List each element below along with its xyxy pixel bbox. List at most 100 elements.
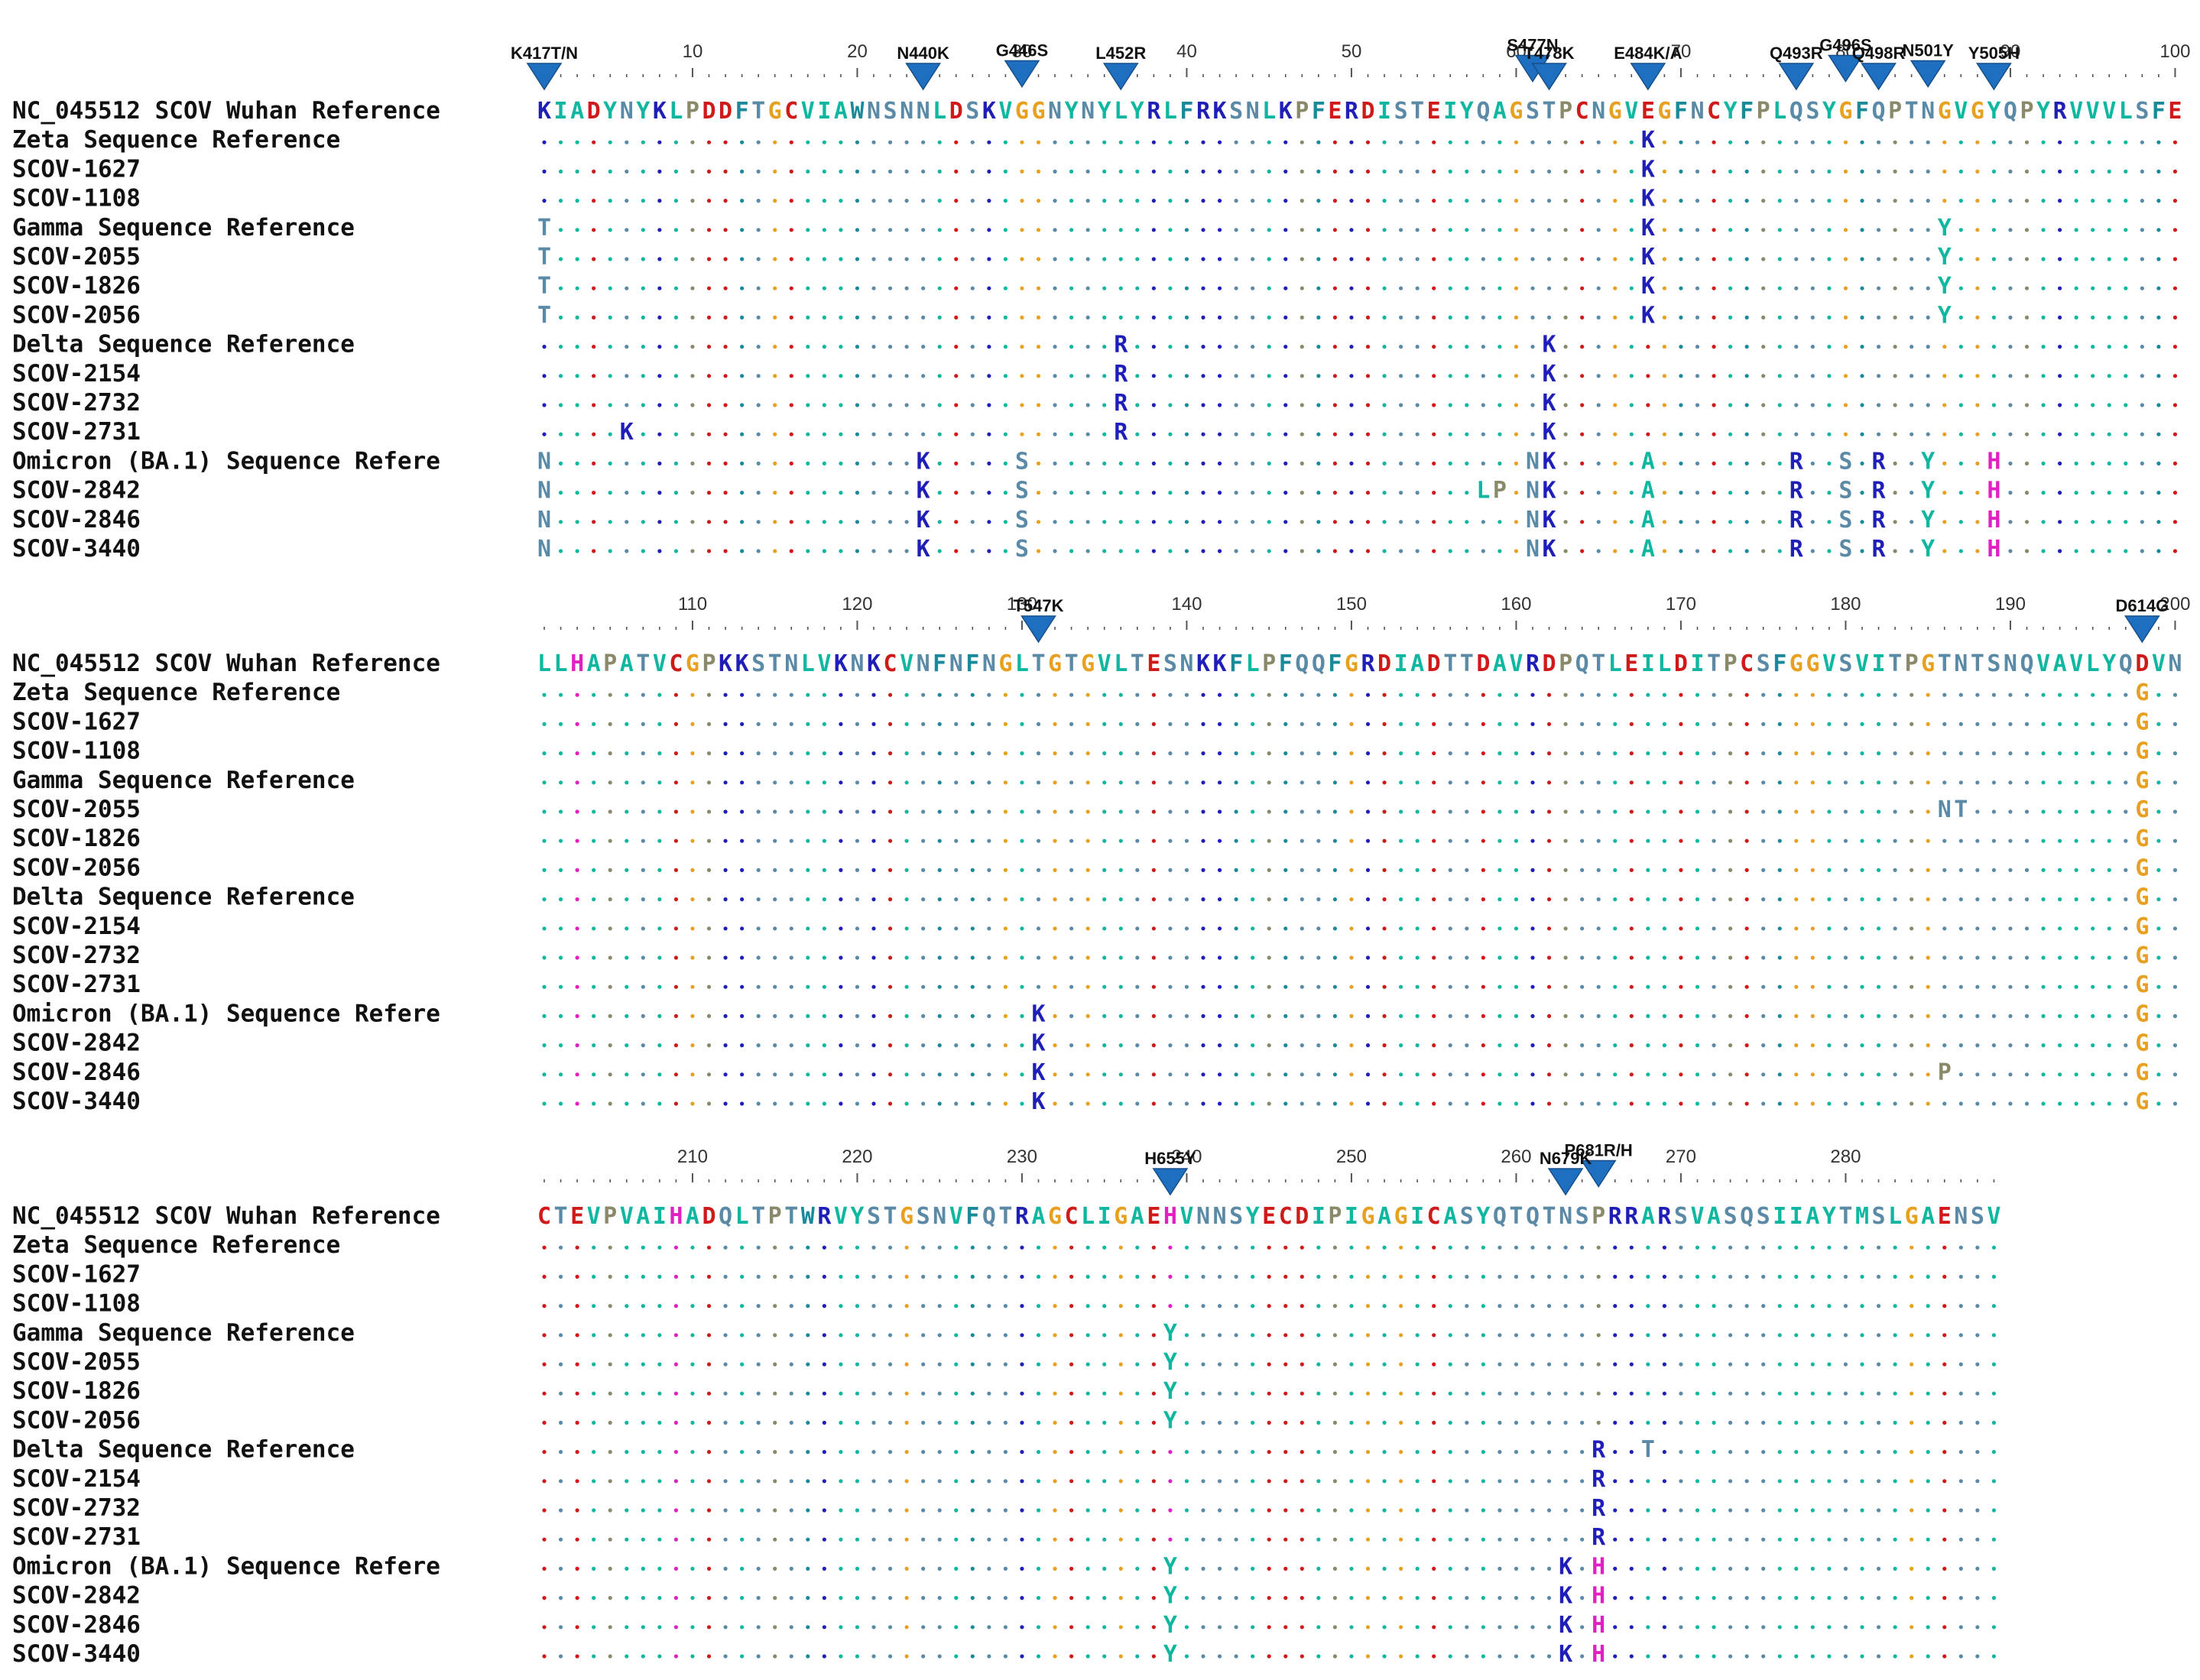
match-dot xyxy=(2025,1043,2029,1047)
match-dot xyxy=(773,287,777,290)
sequence-label: SCOV-2842 xyxy=(12,1582,141,1610)
match-dot xyxy=(1201,170,1205,174)
match-dot xyxy=(592,433,595,436)
match-dot xyxy=(888,897,892,901)
match-dot xyxy=(2058,955,2062,959)
reference-residue: Q xyxy=(1295,650,1309,677)
match-dot xyxy=(1004,955,1008,959)
match-dot xyxy=(2008,926,2012,930)
match-dot xyxy=(707,985,711,989)
match-dot xyxy=(1135,1596,1139,1600)
match-dot xyxy=(1465,433,1468,436)
match-dot xyxy=(1432,257,1436,261)
match-dot xyxy=(1168,228,1172,232)
match-dot xyxy=(1646,1567,1650,1571)
match-dot xyxy=(559,955,563,959)
match-dot xyxy=(1416,1596,1420,1600)
match-dot xyxy=(1613,287,1617,290)
match-dot xyxy=(1630,1508,1634,1512)
match-dot xyxy=(1663,955,1666,959)
match-dot xyxy=(2075,926,2078,930)
sequence-label: SCOV-2732 xyxy=(12,1494,141,1522)
match-dot xyxy=(1646,955,1650,959)
match-dot xyxy=(1679,1072,1682,1076)
reference-residue: N xyxy=(917,650,930,677)
match-dot xyxy=(757,1479,761,1483)
match-dot xyxy=(1481,1567,1485,1571)
variant-residue: N xyxy=(537,478,551,504)
match-dot xyxy=(2008,199,2012,203)
match-dot xyxy=(625,403,628,407)
match-dot xyxy=(1037,199,1040,203)
match-dot xyxy=(1102,1450,1106,1454)
match-dot xyxy=(1597,809,1601,813)
match-dot xyxy=(1497,1362,1501,1366)
match-dot xyxy=(1679,520,1682,524)
match-dot xyxy=(1580,1072,1584,1076)
reference-residue: G xyxy=(998,650,1012,677)
match-dot xyxy=(2025,693,2029,697)
match-dot xyxy=(1514,1072,1518,1076)
match-dot xyxy=(1597,1275,1601,1279)
reference-residue: D xyxy=(587,98,601,125)
match-dot xyxy=(1037,316,1040,319)
match-dot xyxy=(1283,897,1287,901)
match-dot xyxy=(1449,1538,1452,1542)
reference-residue: V xyxy=(587,1203,601,1230)
match-dot xyxy=(1201,403,1205,407)
match-dot xyxy=(2124,1014,2127,1018)
match-dot xyxy=(1020,433,1024,436)
match-dot xyxy=(1201,897,1205,901)
match-dot xyxy=(1251,839,1254,843)
match-dot xyxy=(1580,1654,1584,1658)
match-dot xyxy=(576,345,579,349)
match-dot xyxy=(1910,955,1913,959)
reference-residue: F xyxy=(1773,650,1786,677)
variant-residue: R xyxy=(1790,478,1804,504)
match-dot xyxy=(1564,1479,1568,1483)
match-dot xyxy=(2058,520,2062,524)
match-dot xyxy=(1745,897,1749,901)
match-dot xyxy=(1695,403,1699,407)
match-dot xyxy=(1877,780,1880,784)
match-dot xyxy=(559,141,563,144)
match-dot xyxy=(542,839,546,843)
match-dot xyxy=(1037,287,1040,290)
match-dot xyxy=(2091,316,2095,319)
match-dot xyxy=(1316,403,1320,407)
match-dot xyxy=(921,170,925,174)
match-dot xyxy=(773,1625,777,1629)
match-dot xyxy=(2156,462,2160,465)
match-dot xyxy=(1547,1014,1551,1018)
match-dot xyxy=(1926,403,1930,407)
match-dot xyxy=(1069,780,1073,784)
match-dot xyxy=(1663,374,1666,378)
match-dot xyxy=(1728,403,1732,407)
match-dot xyxy=(971,257,975,261)
match-dot xyxy=(559,462,563,465)
match-dot xyxy=(576,141,579,144)
match-dot xyxy=(1300,170,1304,174)
match-dot xyxy=(1564,1538,1568,1542)
match-dot xyxy=(1630,868,1634,872)
match-dot xyxy=(1382,1567,1386,1571)
match-dot xyxy=(1053,955,1056,959)
match-dot xyxy=(1712,520,1715,524)
match-dot xyxy=(1053,199,1056,203)
match-dot xyxy=(1399,316,1403,319)
match-dot xyxy=(1053,345,1056,349)
match-dot xyxy=(1135,1014,1139,1018)
match-dot xyxy=(1778,926,1782,930)
reference-residue: R xyxy=(1015,1203,1030,1230)
match-dot xyxy=(690,316,694,319)
match-dot xyxy=(1465,1625,1468,1629)
match-dot xyxy=(1465,1567,1468,1571)
match-dot xyxy=(2058,985,2062,989)
reference-residue: S xyxy=(1872,1203,1886,1230)
match-dot xyxy=(1778,1275,1782,1279)
match-dot xyxy=(2108,1043,2111,1047)
match-dot xyxy=(1514,1304,1518,1308)
match-dot xyxy=(806,228,810,232)
match-dot xyxy=(1366,1246,1370,1250)
match-dot xyxy=(1844,374,1848,378)
